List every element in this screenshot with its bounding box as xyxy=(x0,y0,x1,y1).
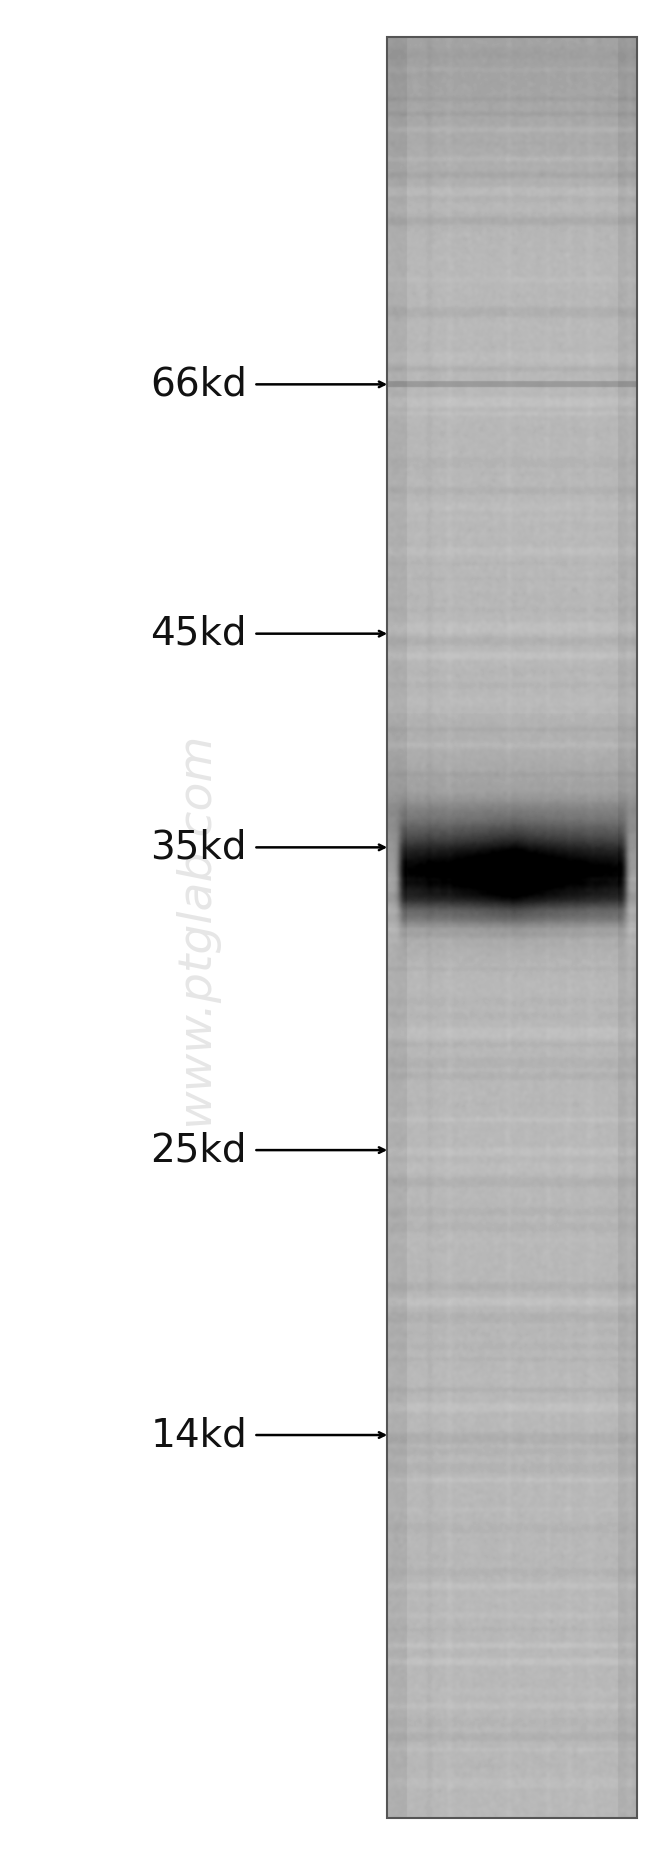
Text: 14kd: 14kd xyxy=(150,1415,247,1454)
Bar xyxy=(387,37,637,1818)
Text: 45kd: 45kd xyxy=(151,614,247,653)
Text: 25kd: 25kd xyxy=(151,1132,247,1169)
Text: 66kd: 66kd xyxy=(150,365,247,403)
Text: 35kd: 35kd xyxy=(151,829,247,866)
Text: www.ptglab.com: www.ptglab.com xyxy=(172,731,218,1124)
